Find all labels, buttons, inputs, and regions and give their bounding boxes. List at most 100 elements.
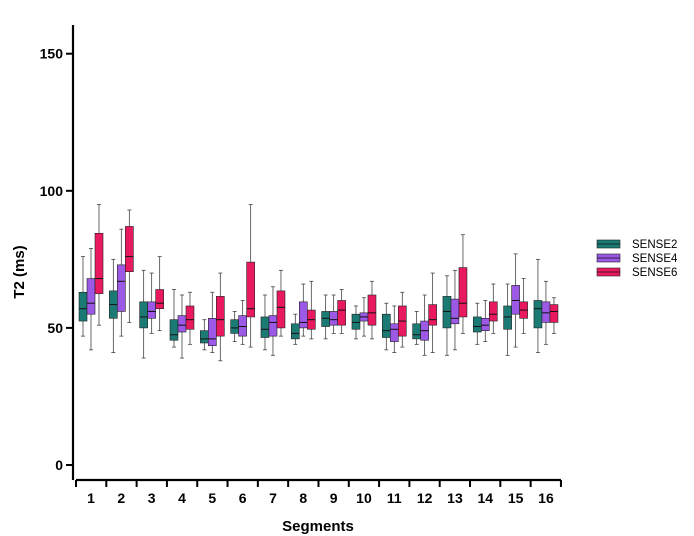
x-tick-label: 6: [239, 490, 247, 506]
box-sense2-segment-5: [200, 319, 209, 351]
iqr-box: [367, 294, 377, 326]
iqr-box: [208, 318, 217, 347]
box-sense4-segment-11: [389, 305, 399, 353]
box-sense4-segment-10: [359, 297, 369, 337]
box-sense2-segment-14: [472, 302, 482, 345]
iqr-box: [458, 267, 468, 318]
box-sense6-segment-13: [458, 234, 468, 334]
box-sense2-segment-1: [78, 256, 88, 337]
box-sense2-segment-16: [533, 258, 543, 353]
y-tick-label: 50: [47, 320, 63, 336]
iqr-box: [321, 311, 330, 327]
legend-item-sense4: SENSE4: [596, 253, 678, 265]
box-sense6-segment-15: [519, 278, 528, 334]
box-sense4-segment-16: [541, 280, 551, 345]
box-sense6-segment-6: [246, 204, 255, 348]
iqr-box: [442, 296, 452, 329]
iqr-box: [139, 301, 148, 329]
box-sense6-segment-9: [337, 289, 346, 334]
y-axis: 0 50 100 150: [40, 25, 75, 480]
box-sense2-segment-6: [230, 311, 239, 343]
iqr-box: [351, 313, 361, 330]
iqr-box: [246, 261, 255, 318]
box-sense6-segment-11: [397, 291, 407, 348]
iqr-box: [291, 323, 300, 340]
box-sense4-segment-3: [147, 272, 156, 334]
legend-item-sense2: SENSE2: [596, 239, 677, 251]
box-sense4-segment-2: [117, 228, 126, 337]
iqr-box: [169, 319, 179, 341]
box-sense2-segment-8: [291, 313, 300, 345]
x-axis-title: Segments: [282, 518, 354, 535]
x-tick-label: 5: [208, 490, 216, 506]
iqr-box: [381, 313, 391, 338]
y-tick-label: 0: [55, 457, 63, 473]
iqr-box: [78, 291, 88, 322]
box-sense4-segment-15: [511, 253, 520, 348]
iqr-box: [329, 311, 338, 326]
x-tick-label: 2: [117, 490, 125, 506]
iqr-box: [450, 298, 460, 325]
iqr-box: [472, 316, 482, 333]
legend-item-sense6: SENSE6: [596, 267, 677, 279]
box-sense6-segment-7: [276, 269, 286, 337]
iqr-box: [503, 305, 512, 330]
x-tick-label: 8: [299, 490, 307, 506]
box-sense6-segment-10: [367, 280, 377, 340]
x-tick-label: 15: [508, 490, 524, 506]
iqr-box: [177, 315, 187, 333]
legend: SENSE2 SENSE4 SENSE6: [596, 239, 678, 279]
iqr-box: [155, 289, 164, 310]
box-sense2-segment-11: [381, 302, 391, 351]
box-sense2-segment-9: [321, 294, 330, 340]
y-tick-label: 150: [40, 46, 64, 62]
box-sense2-segment-13: [442, 275, 452, 356]
box-sense4-segment-5: [208, 291, 217, 353]
box-sense2-segment-2: [109, 258, 118, 353]
x-tick-label: 16: [538, 490, 554, 506]
x-axis: 1 2 3 4 5 6 7 8 9 10 11 12 13 14 15 16: [75, 478, 562, 506]
box-sense6-segment-16: [549, 297, 559, 334]
box-sense6-segment-4: [185, 291, 195, 345]
box-sense4-segment-14: [480, 300, 490, 343]
plot-area: [78, 204, 559, 362]
box-sense4-segment-6: [238, 300, 247, 345]
iqr-box: [216, 296, 225, 337]
iqr-box: [488, 301, 498, 322]
box-sense4-segment-12: [420, 294, 429, 356]
box-sense4-segment-9: [329, 294, 338, 334]
x-tick-label: 12: [417, 490, 433, 506]
iqr-box: [299, 301, 308, 329]
legend-label: SENSE4: [632, 253, 678, 265]
box-sense4-segment-8: [299, 283, 308, 337]
box-sense6-segment-1: [94, 204, 104, 326]
x-tick-label: 4: [178, 490, 186, 506]
box-sense2-segment-4: [169, 289, 179, 348]
box-sense2-segment-15: [503, 283, 512, 356]
iqr-box: [185, 305, 195, 330]
y-axis-title: T2 (ms): [11, 245, 28, 298]
iqr-box: [276, 290, 286, 329]
box-sense4-segment-4: [177, 294, 187, 359]
iqr-box: [480, 318, 490, 331]
iqr-box: [268, 315, 278, 337]
iqr-box: [412, 323, 421, 340]
box-sense4-segment-13: [450, 269, 460, 351]
box-sense6-segment-8: [307, 280, 316, 340]
iqr-box: [511, 285, 520, 315]
box-sense6-segment-2: [125, 209, 134, 323]
iqr-box: [125, 226, 134, 272]
iqr-box: [86, 278, 96, 315]
x-tick-label: 7: [269, 490, 277, 506]
iqr-box: [428, 304, 437, 326]
iqr-box: [541, 301, 551, 323]
box-sense6-segment-14: [488, 283, 498, 334]
box-sense4-segment-1: [86, 247, 96, 351]
box-sense4-segment-7: [268, 286, 278, 356]
box-sense2-segment-7: [260, 294, 270, 351]
box-sense2-segment-10: [351, 305, 361, 340]
x-tick-label: 13: [447, 490, 463, 506]
iqr-box: [533, 300, 543, 329]
x-tick-label: 10: [356, 490, 372, 506]
